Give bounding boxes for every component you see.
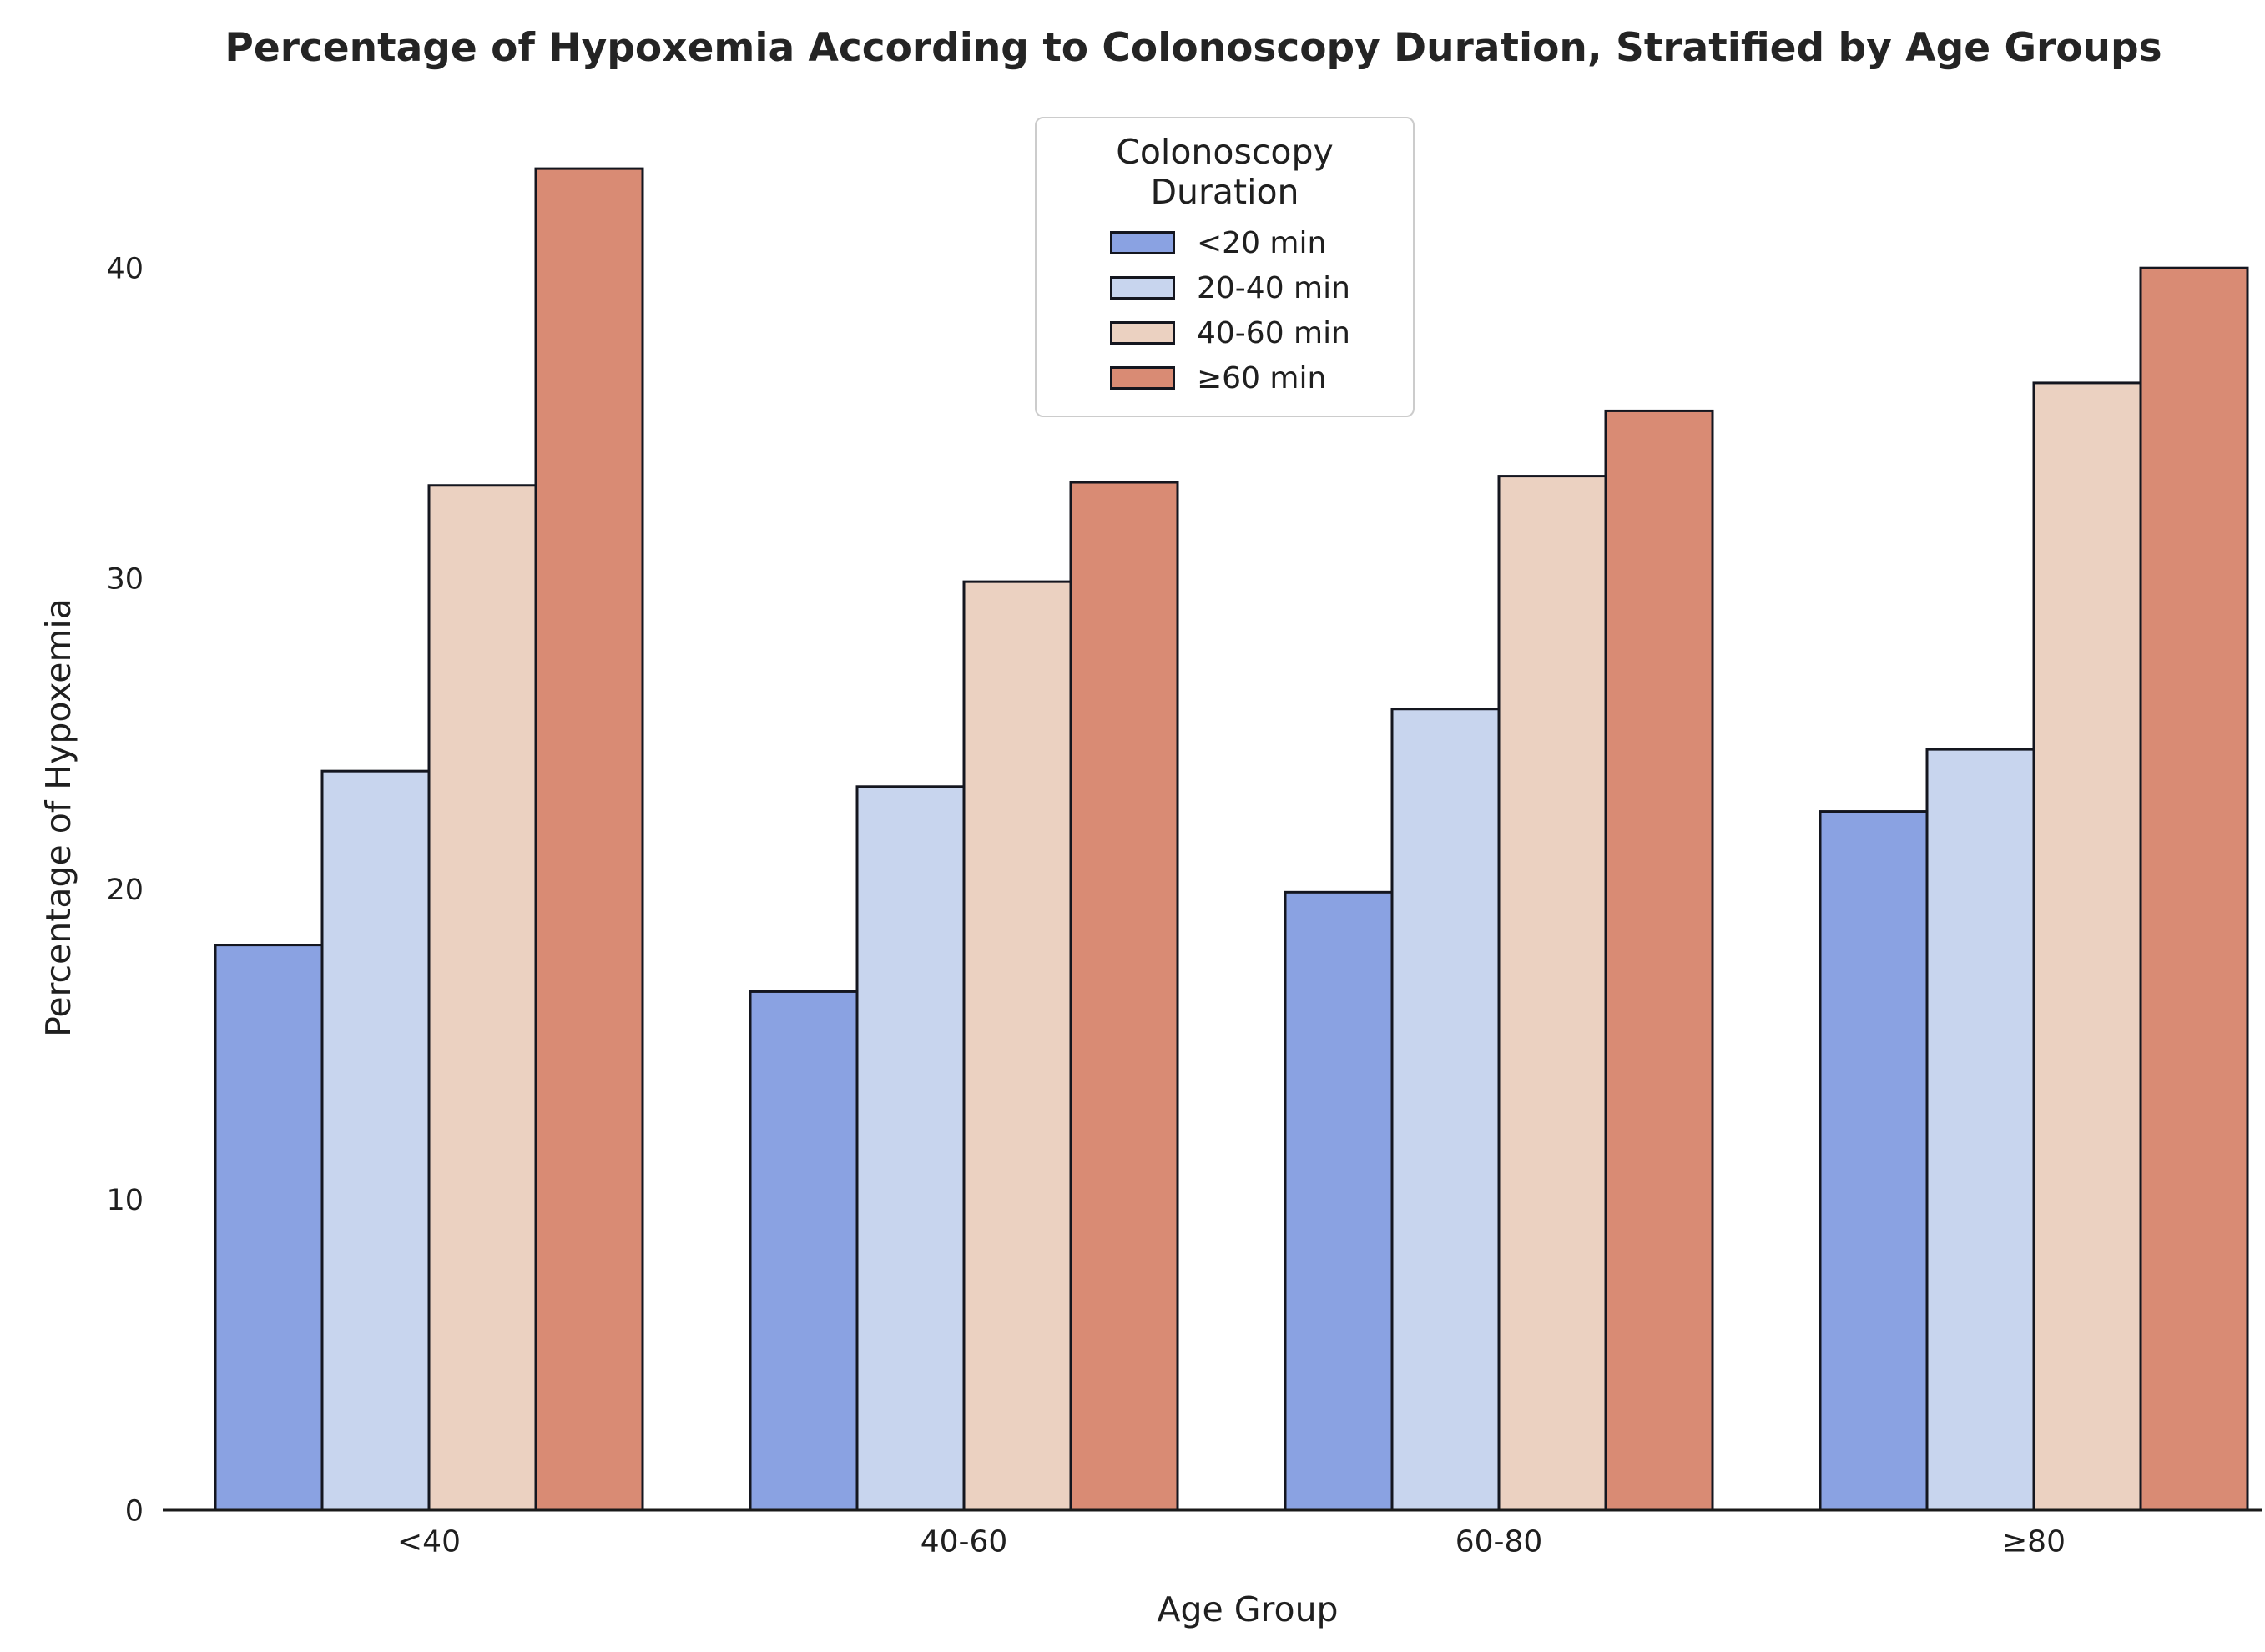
legend-item-60min: ≥60 min xyxy=(1037,355,1413,400)
y-tick-label-20: 20 xyxy=(106,874,144,907)
legend-title: Colonoscopy Duration xyxy=(1116,132,1334,212)
bar-60min-80 xyxy=(2139,266,2249,1512)
bar-2040min-6080 xyxy=(1390,708,1501,1512)
legend-item-label: 40-60 min xyxy=(1197,315,1350,350)
legend-item-20min: <20 min xyxy=(1037,220,1413,265)
bar-20min-40 xyxy=(214,944,324,1512)
legend-item-2040min: 20-40 min xyxy=(1037,265,1413,310)
bar-60min-6080 xyxy=(1604,409,1714,1512)
bar-20min-80 xyxy=(1819,810,1929,1512)
bar-4060min-40 xyxy=(427,484,537,1512)
legend-swatch-icon xyxy=(1110,321,1175,345)
bar-20min-4060 xyxy=(749,990,859,1512)
bar-4060min-6080 xyxy=(1497,475,1607,1512)
bar-2040min-4060 xyxy=(855,785,966,1512)
legend-item-label: <20 min xyxy=(1197,225,1327,260)
legend: Colonoscopy Duration <20 min 20-40 min 40-… xyxy=(1035,117,1415,417)
legend-item-label: ≥60 min xyxy=(1197,360,1327,395)
x-axis-title: Age Group xyxy=(1157,1589,1339,1629)
x-tick-label-4060: 40-60 xyxy=(921,1525,1008,1559)
chart-title: Percentage of Hypoxemia According to Col… xyxy=(224,25,2162,71)
legend-swatch-icon xyxy=(1110,366,1175,390)
bar-60min-40 xyxy=(534,167,644,1512)
x-tick-label-40: <40 xyxy=(397,1525,461,1559)
legend-swatch-icon xyxy=(1110,276,1175,300)
legend-items: <20 min 20-40 min 40-60 min ≥60 min xyxy=(1037,220,1413,400)
y-tick-label-40: 40 xyxy=(106,252,144,285)
y-tick-label-10: 10 xyxy=(106,1184,144,1217)
x-tick-label-80: ≥80 xyxy=(2002,1525,2066,1559)
bar-4060min-80 xyxy=(2032,381,2142,1512)
bar-4060min-4060 xyxy=(962,580,1072,1512)
legend-swatch-icon xyxy=(1110,231,1175,254)
y-axis-title: Percentage of Hypoxemia xyxy=(38,598,78,1037)
bar-60min-4060 xyxy=(1069,481,1179,1512)
bar-20min-6080 xyxy=(1284,890,1394,1512)
bar-2040min-80 xyxy=(1925,748,2035,1512)
y-tick-label-30: 30 xyxy=(106,563,144,597)
y-tick-label-0: 0 xyxy=(125,1494,144,1528)
legend-item-4060min: 40-60 min xyxy=(1037,310,1413,355)
bar-2040min-40 xyxy=(320,769,431,1512)
x-tick-label-6080: 60-80 xyxy=(1455,1525,1543,1559)
legend-item-label: 20-40 min xyxy=(1197,270,1350,305)
